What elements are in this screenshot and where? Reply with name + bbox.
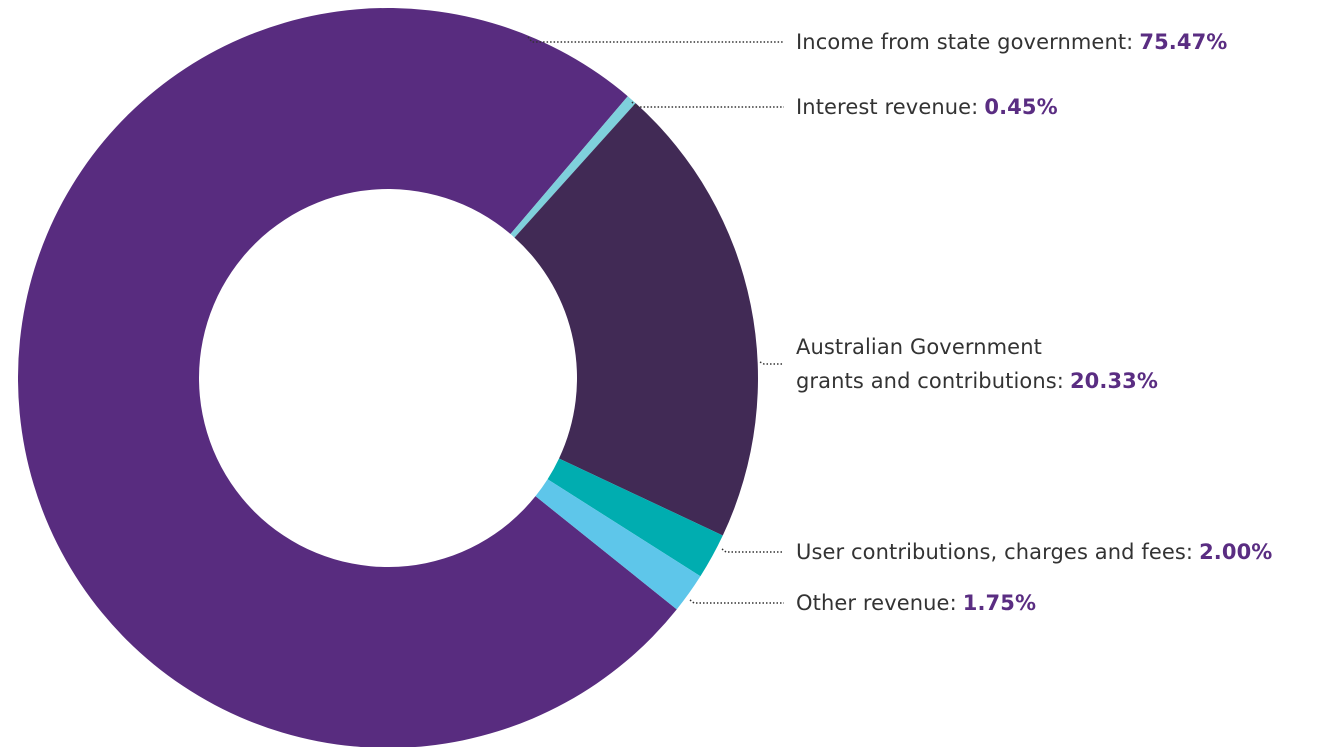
category-name: Interest revenue: [796, 95, 979, 119]
value-label: 1.75% [962, 591, 1037, 615]
category-name: Income from state government: [796, 30, 1134, 54]
legend-label: User contributions, charges and fees: 2.0… [796, 535, 1272, 569]
legend-label: Other revenue: 1.75% [796, 586, 1036, 620]
legend-label: Australian Government grants and contrib… [796, 330, 1158, 398]
leader-line [721, 548, 784, 553]
value-label: 75.47% [1139, 30, 1228, 54]
donut-slice [535, 479, 701, 610]
donut-slice [514, 103, 758, 536]
category-name: Australian Government grants and contrib… [796, 335, 1064, 393]
leader-line [689, 599, 784, 604]
value-label: 20.33% [1069, 369, 1159, 393]
donut-slice [18, 8, 677, 747]
leader-line [759, 361, 784, 365]
value-label: 2.00% [1199, 540, 1273, 564]
value-label: 0.45% [984, 95, 1058, 119]
category-name: Other revenue: [796, 591, 957, 615]
legend-label: Income from state government: 75.47% [796, 25, 1227, 59]
leader-line [527, 36, 784, 43]
leader-line [631, 101, 784, 108]
donut-slice [510, 96, 636, 238]
category-name: User contributions, charges and fees: [796, 540, 1194, 564]
legend-label: Interest revenue: 0.45% [796, 90, 1058, 124]
donut-slice [547, 458, 723, 577]
